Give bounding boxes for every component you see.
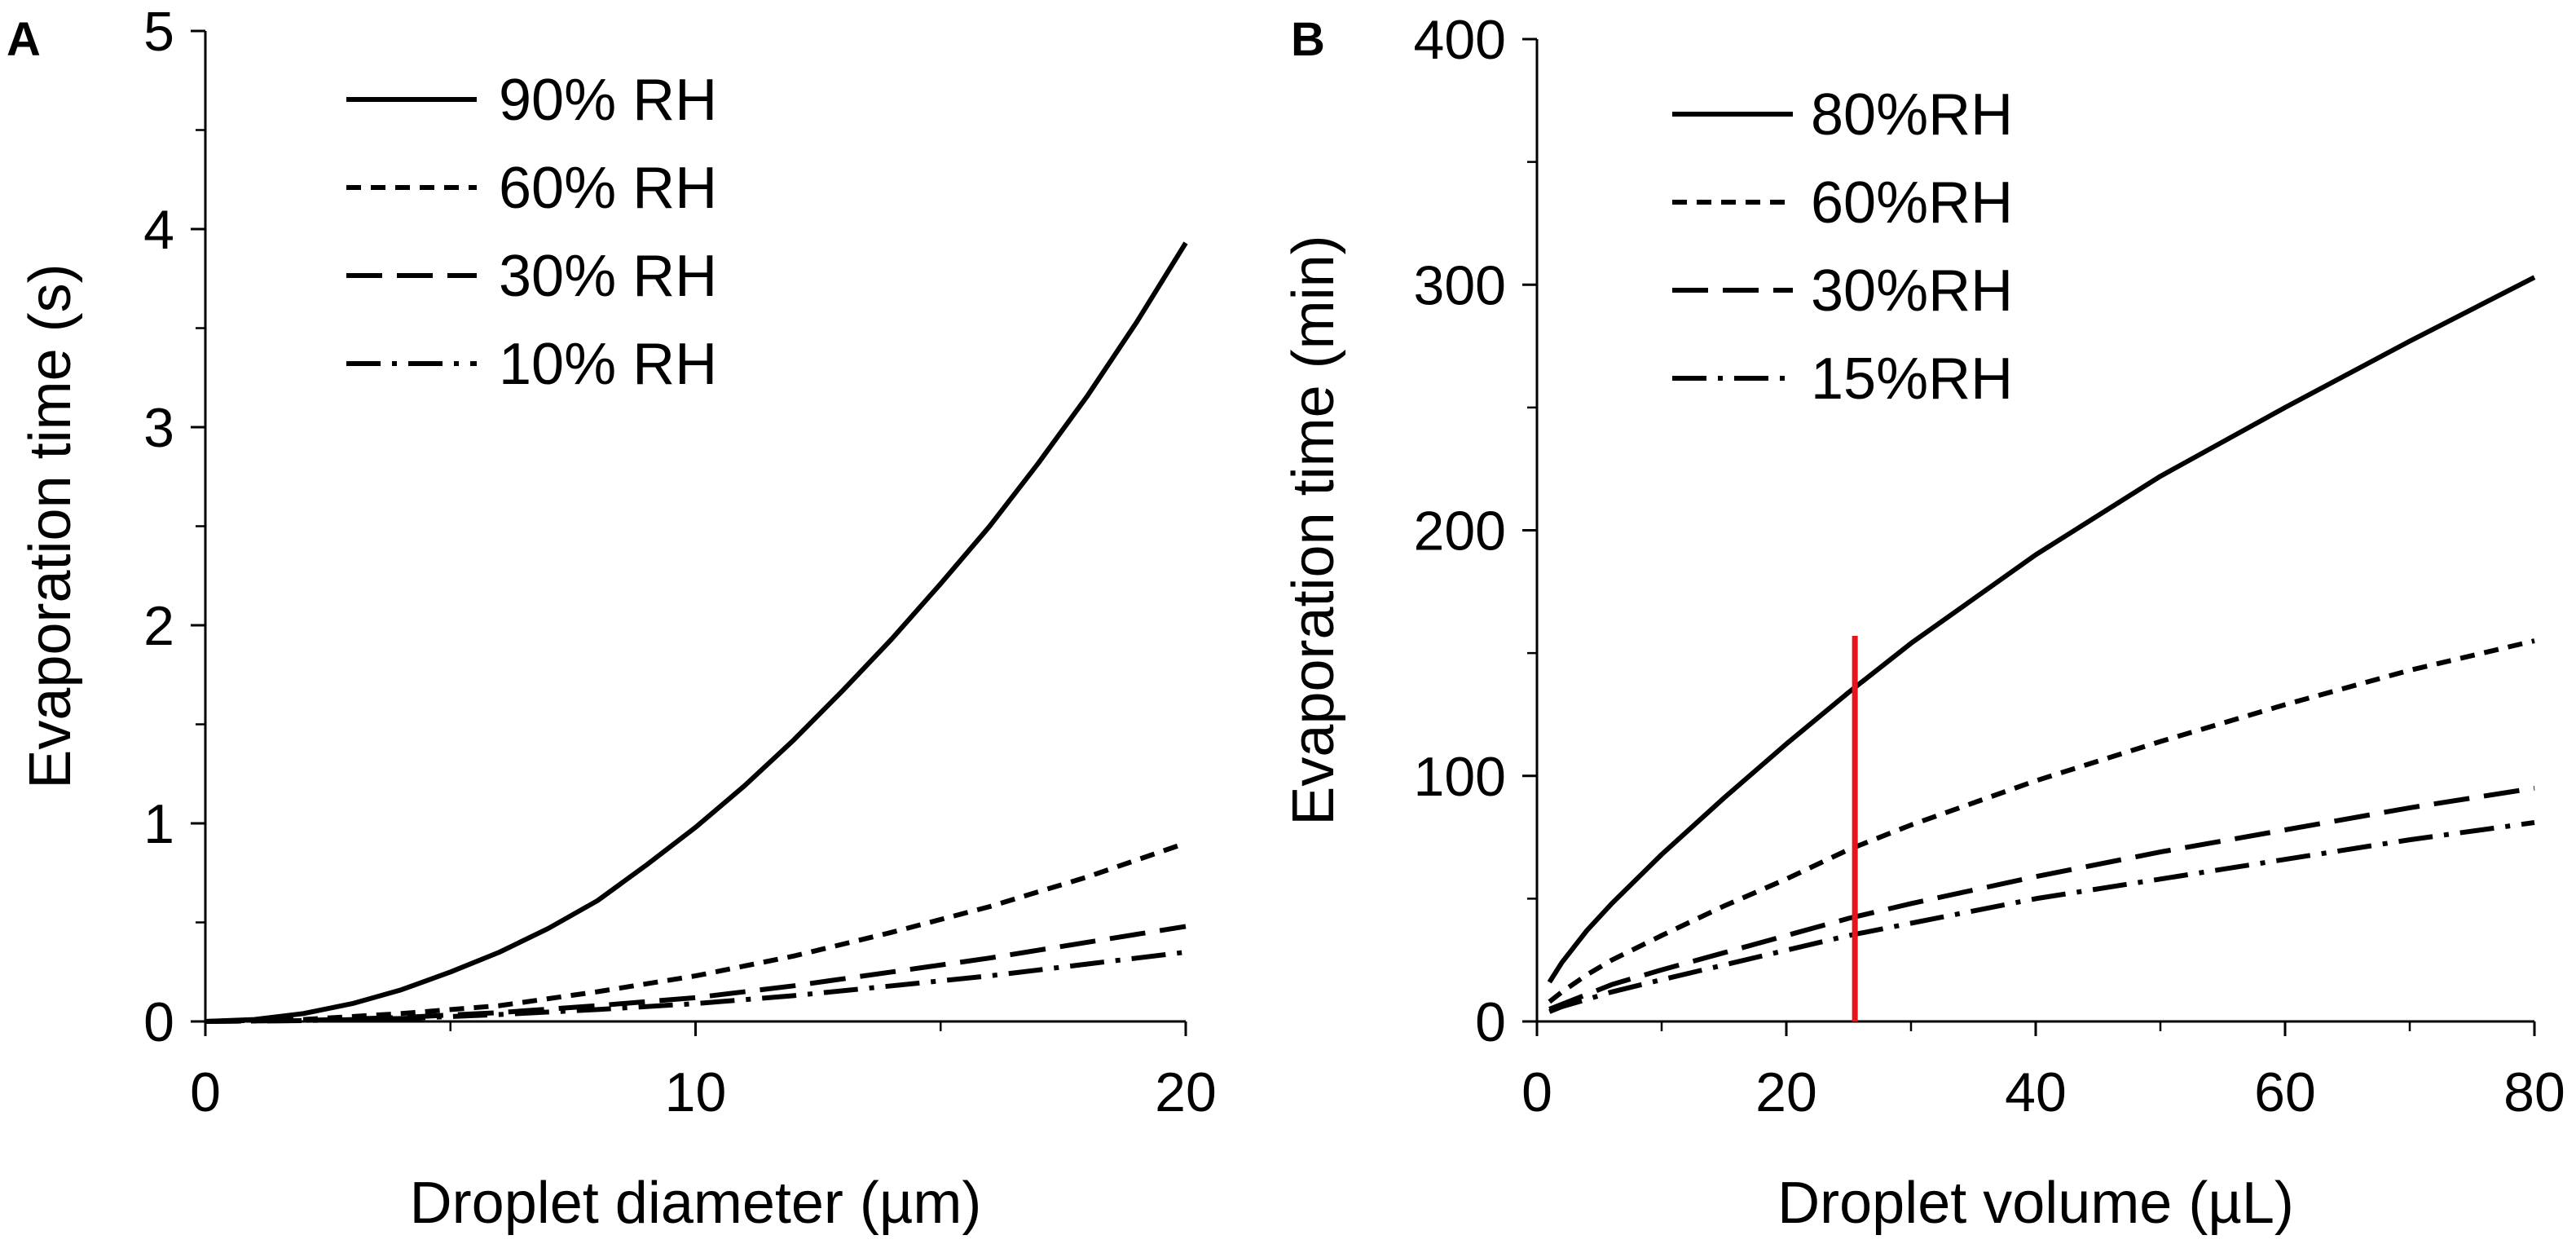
series-line-15-rh: [1548, 820, 2535, 1014]
x-tick-label: 80: [2503, 1061, 2565, 1123]
legend-label: 30%RH: [1811, 258, 2013, 324]
panel-letter: A: [7, 13, 41, 66]
series-line-10-rh: [205, 950, 1187, 1024]
legend-label: 60% RH: [499, 156, 717, 221]
series-line-60-rh: [205, 840, 1187, 1024]
y-tick-label: 3: [143, 397, 174, 459]
x-tick-label: 0: [1521, 1061, 1552, 1123]
y-tick-label: 200: [1414, 501, 1506, 562]
y-tick-label: 100: [1414, 746, 1506, 808]
x-axis-title: Droplet volume (µL): [1777, 1171, 2294, 1236]
y-axis-title: Evaporation time (min): [1281, 235, 1346, 825]
y-tick-label: 0: [143, 991, 174, 1053]
x-tick-label: 0: [190, 1061, 221, 1123]
y-tick-label: 1: [143, 793, 174, 855]
x-axis-title: Droplet diameter (µm): [410, 1171, 982, 1236]
panel-b-chart: B 0 100 200 300 400 0 20 40 60 80 Droplet volume (µ…: [1281, 9, 2565, 1236]
series-line-60-rh: [1548, 638, 2535, 1004]
y-tick-label: 0: [1475, 991, 1506, 1053]
x-tick-label: 60: [2254, 1061, 2316, 1123]
panel-letter: B: [1291, 13, 1325, 66]
series-line-30-rh: [1548, 785, 2535, 1012]
y-tick-label: 5: [143, 1, 174, 63]
y-tick-label: 4: [143, 199, 174, 261]
y-tick-label: 400: [1414, 9, 1506, 71]
series-line-80-rh: [1547, 275, 2536, 984]
series-line-30-rh: [205, 924, 1187, 1024]
legend-label: 90% RH: [499, 68, 717, 133]
legend-label: 10% RH: [499, 332, 717, 397]
y-tick-label: 2: [143, 595, 174, 657]
legend-label: 15%RH: [1811, 346, 2013, 412]
x-tick-label: 40: [2005, 1061, 2067, 1123]
x-tick-label: 20: [1755, 1061, 1817, 1123]
panel-a-chart: A 0 1 2 3 4 5 0 10 20 Droplet diameter (µm) Evapora…: [7, 1, 1217, 1236]
legend-label: 60%RH: [1811, 170, 2013, 236]
series-line-90-rh: [205, 241, 1188, 1024]
legend-label: 30% RH: [499, 244, 717, 309]
y-axis-title: Evaporation time (s): [18, 263, 83, 788]
x-tick-label: 10: [665, 1061, 727, 1123]
x-tick-label: 20: [1155, 1061, 1217, 1123]
legend-label: 80%RH: [1811, 82, 2013, 148]
y-tick-label: 300: [1414, 254, 1506, 316]
